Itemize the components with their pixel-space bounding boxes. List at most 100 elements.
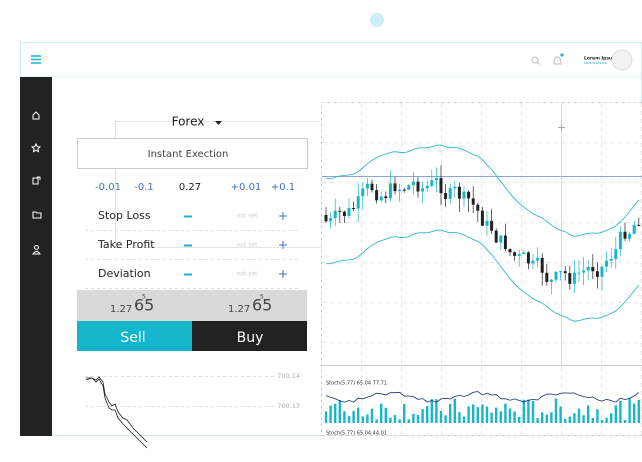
candle-body: [554, 271, 558, 280]
indicator-bar: [343, 411, 346, 423]
candle-body: [632, 224, 636, 234]
mini-line: [86, 377, 148, 449]
indicator-bar: [416, 414, 420, 423]
sell-button[interactable]: [77, 321, 192, 351]
candle-body: [333, 210, 337, 219]
indicator-bar: [338, 400, 341, 423]
candle-body: [448, 188, 452, 200]
indicator-bar: [531, 400, 535, 423]
candle-body: [457, 186, 461, 199]
increase-button[interactable]: [279, 241, 287, 249]
candle-body: [352, 208, 356, 210]
candle-body: [586, 266, 590, 271]
row-label: Deviation: [98, 267, 151, 280]
candle-body: [471, 198, 475, 205]
candle-body: [361, 188, 365, 197]
candle-body: [582, 270, 586, 273]
sidebar: [20, 77, 52, 436]
candle-body: [609, 259, 613, 261]
increase-button[interactable]: [279, 270, 287, 278]
indicator-bar: [393, 415, 397, 423]
candle-body: [439, 178, 443, 194]
indicator-bar: [541, 412, 544, 423]
candle-body: [480, 210, 484, 226]
candle-body: [549, 279, 553, 282]
status-dot: [370, 13, 384, 27]
indicator-bar: [550, 412, 553, 423]
candle-body: [637, 224, 641, 226]
indicator-bar: [495, 407, 498, 423]
price-fraction: 5: [142, 294, 146, 301]
adjust-step[interactable]: -0.1: [134, 182, 154, 193]
account-icon[interactable]: [32, 245, 41, 255]
candle-body: [453, 186, 457, 189]
search-icon[interactable]: [531, 56, 540, 65]
indicator-label: Stoch(5.77) 65.04 44.01: [326, 431, 387, 437]
buy-button[interactable]: [192, 321, 307, 351]
candle-body: [342, 211, 346, 217]
indicator-bar: [444, 415, 447, 423]
indicator-bar: [366, 414, 369, 423]
indicator-bar: [587, 405, 590, 423]
indicator-bar: [628, 398, 631, 423]
indicator-bar: [600, 419, 604, 423]
sell-label[interactable]: Sell: [120, 330, 145, 346]
price-base: 1.27: [228, 304, 250, 315]
candle-body: [628, 233, 632, 239]
menu-button[interactable]: [31, 55, 41, 64]
candle-body: [490, 220, 494, 231]
mini-axis-label: 700.14: [277, 372, 300, 380]
indicator-bar: [389, 417, 392, 423]
indicator-bar: [476, 407, 479, 423]
candle-body: [402, 189, 406, 191]
candle-body: [572, 272, 576, 284]
favorites-icon[interactable]: [30, 142, 42, 153]
indicator-bar: [637, 399, 640, 423]
buy-label[interactable]: Buy: [237, 330, 264, 346]
candle-body: [393, 183, 397, 192]
adjust-step[interactable]: -0.01: [95, 182, 121, 193]
indicator-bar: [426, 406, 429, 423]
avatar[interactable]: [611, 49, 633, 71]
indicator-bar: [614, 405, 617, 423]
adjust-step[interactable]: +0.1: [271, 182, 295, 193]
home-icon[interactable]: [32, 111, 40, 120]
candle-body: [425, 185, 429, 189]
orders-icon[interactable]: [32, 176, 41, 185]
price-fraction: 5: [260, 294, 264, 301]
increase-button[interactable]: [279, 212, 287, 220]
row-label: Take Profit: [97, 238, 155, 251]
price-pips: 65: [134, 296, 154, 315]
notification-icon[interactable]: [553, 53, 564, 65]
candle-body: [614, 249, 618, 260]
adjust-step[interactable]: +0.01: [231, 182, 262, 193]
indicator-bar: [522, 399, 525, 423]
indicator-bar: [485, 406, 489, 423]
symbol-selector[interactable]: Forex: [172, 115, 205, 129]
candle-body: [568, 273, 572, 284]
candle-body: [513, 252, 517, 256]
candle-body: [508, 249, 512, 253]
candle-body: [517, 254, 521, 256]
candle-body: [476, 204, 480, 211]
mini-axis-label: 700.13: [277, 402, 300, 410]
indicator-bar: [577, 408, 581, 423]
row-value: not set: [237, 213, 259, 220]
indicator-bar: [458, 412, 461, 423]
indicator-bar: [361, 416, 364, 423]
indicator-bar: [357, 407, 360, 423]
crosshair-marker: [558, 124, 565, 131]
bollinger-band: [325, 144, 640, 237]
dropdown-arrow[interactable]: [215, 121, 222, 125]
indicator-bar: [370, 408, 374, 423]
indicator-bar: [472, 404, 475, 423]
folder-icon[interactable]: [32, 211, 42, 219]
candle-body: [329, 218, 333, 222]
indicator-bar: [481, 404, 484, 423]
row-value: not set: [237, 271, 259, 278]
candle-body: [416, 181, 420, 192]
candle-body: [421, 188, 425, 192]
row-value: not set: [237, 242, 259, 249]
indicator-bar: [403, 403, 406, 423]
indicator-bar: [508, 408, 512, 423]
